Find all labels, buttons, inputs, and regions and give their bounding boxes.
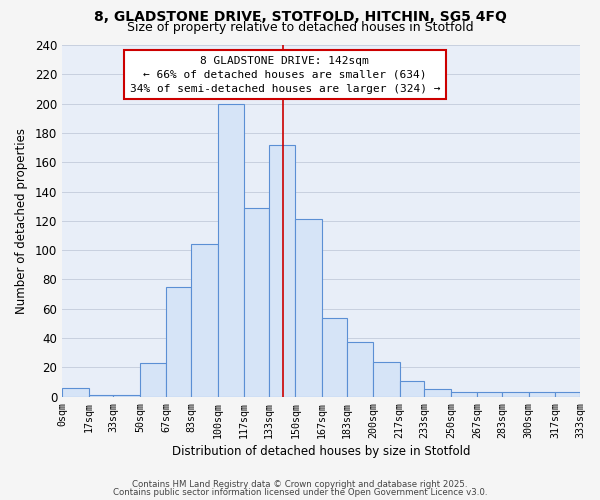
Bar [478, 392, 502, 396]
Bar [555, 392, 580, 396]
Bar [400, 380, 424, 396]
Text: Contains HM Land Registry data © Crown copyright and database right 2025.: Contains HM Land Registry data © Crown c… [132, 480, 468, 489]
Bar [113, 395, 140, 396]
Bar [191, 244, 218, 396]
Bar [529, 392, 555, 396]
Y-axis label: Number of detached properties: Number of detached properties [15, 128, 28, 314]
Bar [322, 318, 347, 396]
Bar [244, 208, 269, 396]
Text: 8 GLADSTONE DRIVE: 142sqm
← 66% of detached houses are smaller (634)
34% of semi: 8 GLADSTONE DRIVE: 142sqm ← 66% of detac… [130, 56, 440, 94]
Bar [166, 287, 191, 397]
Bar [347, 342, 373, 396]
Bar [373, 362, 400, 396]
Text: 8, GLADSTONE DRIVE, STOTFOLD, HITCHIN, SG5 4FQ: 8, GLADSTONE DRIVE, STOTFOLD, HITCHIN, S… [94, 10, 506, 24]
Bar [502, 392, 529, 396]
Text: Contains public sector information licensed under the Open Government Licence v3: Contains public sector information licen… [113, 488, 487, 497]
Bar [269, 144, 295, 396]
Bar [451, 392, 478, 396]
Bar [62, 388, 89, 396]
Bar [89, 395, 113, 396]
Text: Size of property relative to detached houses in Stotfold: Size of property relative to detached ho… [127, 21, 473, 34]
Bar [140, 363, 166, 396]
Bar [295, 220, 322, 396]
Bar [218, 104, 244, 397]
X-axis label: Distribution of detached houses by size in Stotfold: Distribution of detached houses by size … [172, 444, 470, 458]
Bar [424, 390, 451, 396]
